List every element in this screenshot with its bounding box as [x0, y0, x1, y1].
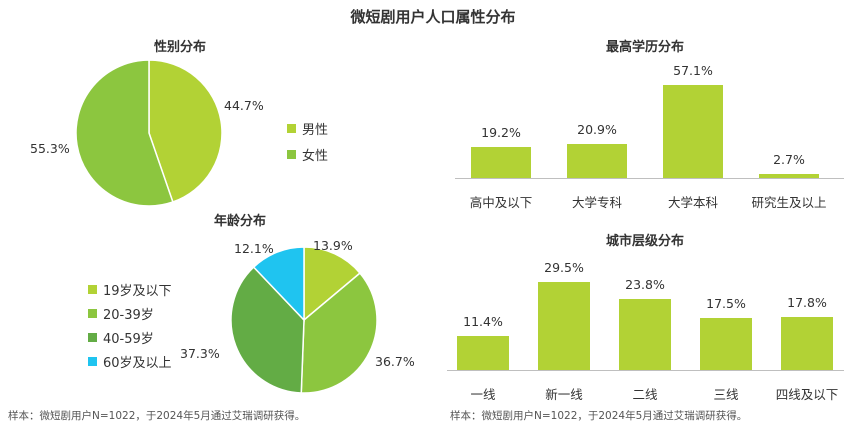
gender-legend-female: 女性: [287, 145, 328, 164]
education-value-label: 20.9%: [577, 121, 617, 137]
education-bar: [471, 146, 531, 178]
legend-swatch: [287, 124, 296, 133]
age-value-label-60: 12.1%: [234, 241, 274, 256]
legend-swatch: [88, 309, 97, 318]
gender-value-label-male: 44.7%: [224, 98, 264, 113]
city-value-label: 17.8%: [787, 294, 827, 310]
legend-label: 60岁及以上: [103, 356, 172, 371]
age-value-label-20-39: 36.7%: [375, 354, 415, 369]
source-note-left: 样本：微短剧用户N=1022，于2024年5月通过艾瑞调研获得。: [8, 410, 306, 422]
legend-swatch: [88, 357, 97, 366]
city-value-label: 23.8%: [625, 277, 665, 292]
city-bar: [781, 316, 833, 370]
legend-label: 女性: [302, 149, 329, 164]
education-x-axis: [455, 178, 844, 179]
legend-label: 20-39岁: [103, 308, 154, 323]
city-bar: [457, 335, 509, 370]
gender-value-label-female: 55.3%: [30, 141, 70, 156]
city-bar: [619, 299, 671, 370]
city-bar: [700, 317, 752, 370]
age-value-label-40-59: 37.3%: [180, 346, 220, 361]
education-value-label: 2.7%: [773, 151, 805, 167]
age-pie-slice-3: [252, 246, 305, 322]
age-value-label-19: 13.9%: [313, 238, 353, 253]
education-bar: [663, 85, 723, 178]
education-category-label: 大学本科: [667, 195, 718, 210]
gender-legend-male: 男性: [287, 119, 328, 138]
city-category-label: 一线: [470, 387, 496, 402]
education-bar: [567, 143, 627, 178]
education-category-label: 高中及以下: [469, 195, 533, 210]
education-bar: [759, 173, 819, 178]
legend-swatch: [88, 333, 97, 342]
page-title: 微短剧用户人口属性分布: [350, 8, 516, 26]
age-chart-title: 年龄分布: [213, 214, 266, 229]
city-category-label: 新一线: [545, 387, 583, 402]
age-legend-40-59: 40-59岁: [88, 328, 154, 347]
age-legend-60: 60岁及以上: [88, 352, 172, 371]
education-category-label: 大学专科: [571, 195, 622, 210]
city-category-label: 二线: [632, 387, 658, 402]
city-chart-title: 城市层级分布: [605, 234, 684, 249]
city-value-label: 17.5%: [706, 295, 746, 311]
legend-label: 19岁及以下: [103, 284, 172, 299]
age-pie-slice-2: [230, 266, 305, 394]
age-pie-slice-0: [303, 246, 362, 322]
age-pie-slice-1: [300, 272, 378, 394]
source-note-right: 样本：微短剧用户N=1022，于2024年5月通过艾瑞调研获得。: [450, 410, 748, 422]
education-chart-title: 最高学历分布: [605, 40, 684, 55]
city-value-label: 29.5%: [544, 260, 584, 275]
education-value-label: 57.1%: [673, 63, 713, 78]
city-bar: [538, 282, 590, 370]
legend-swatch: [88, 285, 97, 294]
city-value-label: 11.4%: [463, 313, 503, 329]
age-legend-20-39: 20-39岁: [88, 304, 154, 323]
legend-label: 40-59岁: [103, 332, 154, 347]
education-value-label: 19.2%: [481, 124, 521, 140]
legend-label: 男性: [302, 123, 329, 138]
city-x-axis: [447, 370, 844, 371]
gender-pie-slice-0: [148, 59, 223, 203]
gender-pie-slice-1: [75, 59, 174, 207]
gender-chart-title: 性别分布: [153, 40, 206, 55]
city-category-label: 四线及以下: [775, 387, 839, 402]
city-category-label: 三线: [713, 387, 739, 402]
age-legend-19: 19岁及以下: [88, 280, 172, 299]
education-category-label: 研究生及以上: [751, 195, 827, 210]
legend-swatch: [287, 150, 296, 159]
